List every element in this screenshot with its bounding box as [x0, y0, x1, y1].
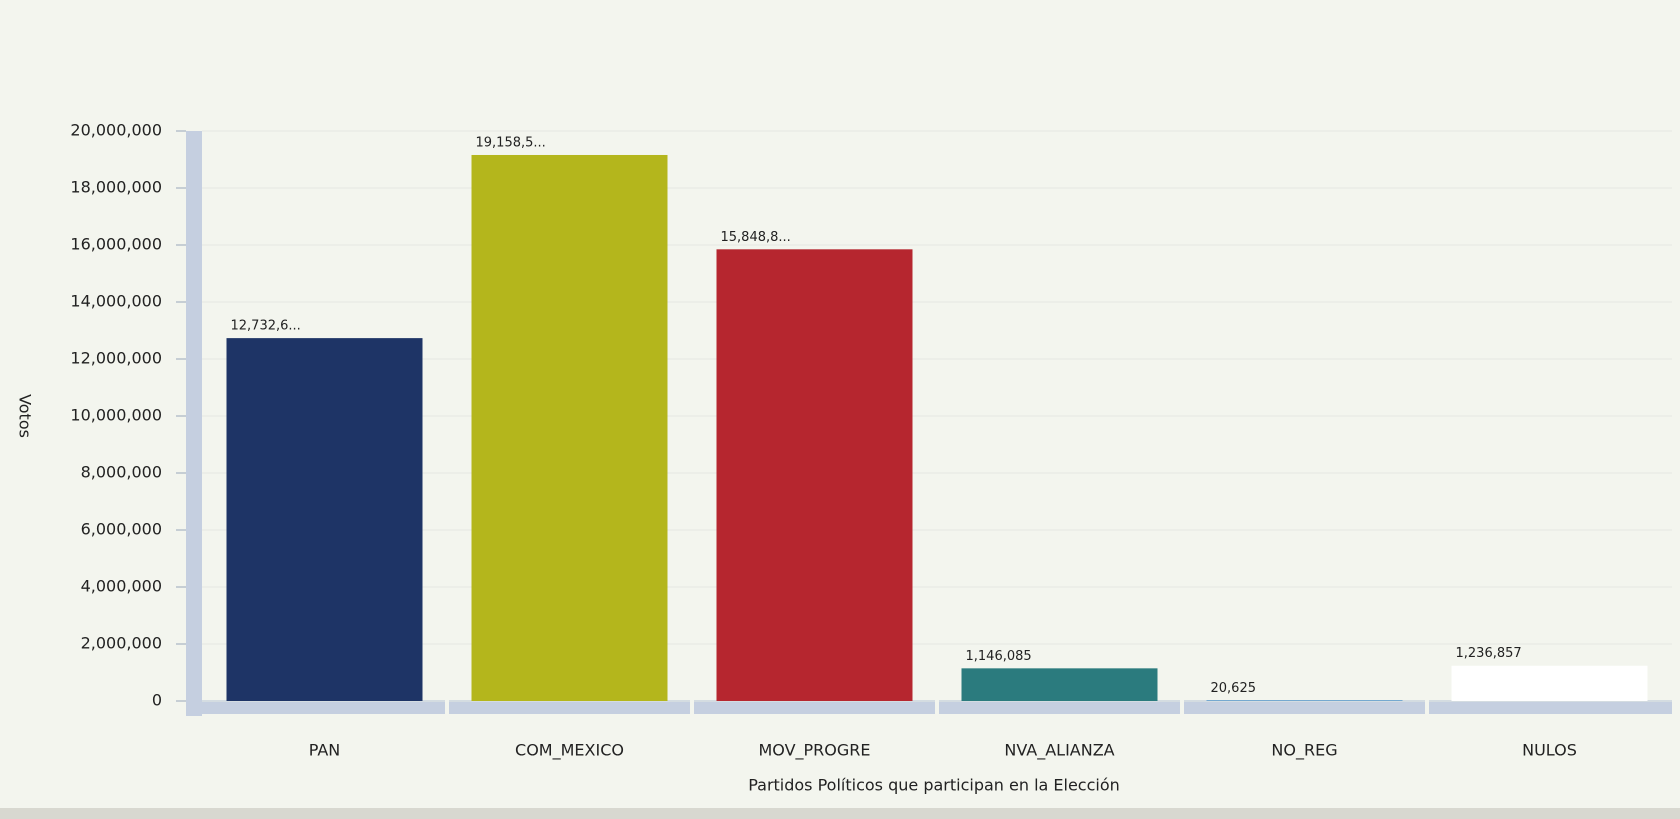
x-tick-label: COM_MEXICO [515, 741, 624, 761]
y-tick-label: 2,000,000 [81, 634, 162, 653]
bar [226, 338, 423, 701]
value-label: 20,625 [1211, 681, 1257, 696]
band-separator [1425, 700, 1429, 714]
x-axis-title: Partidos Políticos que participan en la … [748, 776, 1120, 795]
band-separator [445, 700, 449, 714]
x-tick-label: PAN [309, 741, 341, 760]
bar [471, 154, 668, 701]
value-label: 1,236,857 [1456, 646, 1522, 661]
value-label: 19,158,5... [476, 135, 546, 150]
bar [1206, 700, 1403, 701]
value-label: 15,848,8... [721, 230, 791, 245]
y-tick-label: 16,000,000 [70, 235, 162, 254]
band-separator [1180, 700, 1184, 714]
bar [961, 668, 1158, 701]
x-axis-strip [186, 700, 1672, 714]
x-tick-label: MOV_PROGRE [758, 741, 870, 761]
value-label: 1,146,085 [966, 649, 1032, 664]
y-tick-label: 10,000,000 [70, 406, 162, 425]
bar [716, 249, 913, 701]
y-tick-label: 12,000,000 [70, 349, 162, 368]
y-axis-strip [186, 131, 202, 716]
bar [1451, 665, 1648, 701]
y-tick-label: 20,000,000 [70, 121, 162, 140]
bottom-border [0, 808, 1680, 819]
x-tick-label: NVA_ALIANZA [1004, 741, 1114, 761]
x-tick-label: NULOS [1522, 741, 1577, 760]
band-separator [690, 700, 694, 714]
y-axis-title: Votos [16, 394, 35, 438]
x-tick-label: NO_REG [1271, 741, 1337, 761]
y-tick-label: 4,000,000 [81, 577, 162, 596]
y-tick-label: 14,000,000 [70, 292, 162, 311]
y-tick-label: 0 [152, 691, 162, 710]
y-tick-label: 18,000,000 [70, 178, 162, 197]
y-tick-label: 8,000,000 [81, 463, 162, 482]
value-label: 12,732,6... [231, 319, 301, 334]
y-tick-label: 6,000,000 [81, 520, 162, 539]
band-separator [935, 700, 939, 714]
